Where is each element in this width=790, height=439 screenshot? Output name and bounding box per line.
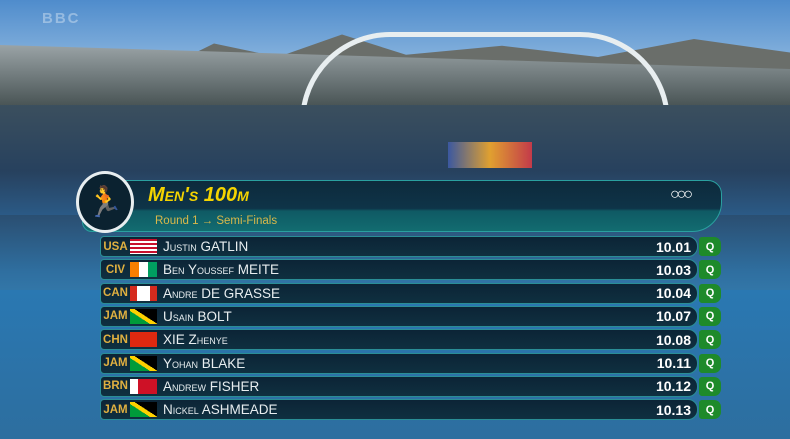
result-row: BRN Andrew FISHER 10.12 [100, 375, 698, 397]
athlete-name: Andre DE GRASSE [163, 286, 656, 301]
result-row: CIV Ben Youssef MEITE 10.03 [100, 259, 698, 281]
result-time: 10.11 [656, 355, 691, 371]
olympic-rings-icon: ○○○ [670, 186, 693, 203]
result-time: 10.03 [655, 261, 691, 278]
athlete-name: Nickel ASHMEADE [163, 402, 656, 417]
first-name: Nickel [163, 402, 199, 418]
last-name: ASHMEADE [201, 402, 278, 418]
first-name: Usain [163, 308, 194, 324]
result-row: USA Justin GATLIN 10.01 [100, 236, 698, 257]
noc-code: JAM [103, 310, 128, 323]
noc-code: CAN [103, 287, 128, 300]
result-row: JAM Nickel ASHMEADE 10.13 [100, 399, 698, 421]
first-name: Andre [163, 285, 198, 301]
first-name: Ben Youssef [163, 262, 235, 278]
qualified-badge: Q [699, 283, 721, 303]
flag-jam-icon [130, 355, 157, 371]
flag-jam-icon [130, 402, 157, 418]
noc-code: BRN [103, 380, 128, 393]
last-name: XIE [163, 332, 185, 348]
event-title: Men's 100m [148, 184, 249, 206]
last-name: FISHER [209, 378, 260, 394]
athlete-name: Andrew FISHER [163, 379, 656, 394]
flag-chn-icon [130, 332, 157, 348]
given-name: Zhenye [188, 332, 228, 348]
last-name: BLAKE [201, 355, 246, 371]
result-time: 10.04 [655, 285, 691, 302]
noc-code: CIV [105, 263, 126, 276]
noc-code: JAM [103, 357, 128, 369]
noc-code: USA [103, 240, 128, 253]
athlete-name: Justin GATLIN [163, 239, 656, 254]
result-row: CAN Andre DE GRASSE 10.04 [100, 282, 698, 304]
last-name: MEITE [237, 262, 280, 278]
flag-civ-icon [130, 262, 157, 278]
event-round: Round 1 → Semi-Finals [155, 215, 278, 227]
result-time: 10.08 [655, 331, 691, 348]
last-name: DE GRASSE [201, 285, 281, 301]
result-row: JAM Yohan BLAKE 10.11 [100, 352, 698, 374]
result-row: JAM Usain BOLT 10.07 [100, 305, 698, 327]
first-name: Justin [163, 239, 197, 254]
flag-usa-icon [130, 239, 157, 254]
result-time: 10.01 [655, 238, 691, 255]
qualified-badge: Q [699, 376, 721, 396]
result-time: 10.13 [655, 401, 691, 418]
qualified-badge: Q [699, 260, 721, 280]
first-name: Andrew [163, 378, 207, 394]
event-header [82, 180, 722, 232]
noc-code: CHN [103, 333, 128, 346]
athlete-name: Usain BOLT [163, 309, 656, 324]
flag-brn-icon [130, 378, 157, 394]
result-time: 10.12 [655, 378, 691, 395]
first-name: Yohan [163, 355, 199, 371]
result-time: 10.07 [655, 308, 691, 325]
athlete-name: Yohan BLAKE [163, 356, 657, 371]
athlete-name: Ben Youssef MEITE [163, 262, 656, 277]
qualified-badge: Q [699, 353, 721, 373]
stadium-screen [448, 142, 532, 168]
broadcaster-logo: BBC [42, 10, 81, 27]
last-name: BOLT [197, 308, 232, 324]
athlete-name: XIE Zhenye [163, 332, 656, 347]
flag-jam-icon [130, 308, 157, 324]
noc-code: JAM [103, 403, 128, 416]
result-row: CHN XIE Zhenye 10.08 [100, 329, 698, 351]
qualified-badge: Q [699, 237, 721, 256]
qualified-badge: Q [699, 306, 721, 326]
athletics-pictogram-icon: 🏃 [76, 171, 134, 233]
flag-can-icon [130, 285, 157, 301]
qualified-badge: Q [699, 330, 721, 350]
last-name: GATLIN [200, 239, 249, 254]
qualified-badge: Q [699, 400, 721, 420]
